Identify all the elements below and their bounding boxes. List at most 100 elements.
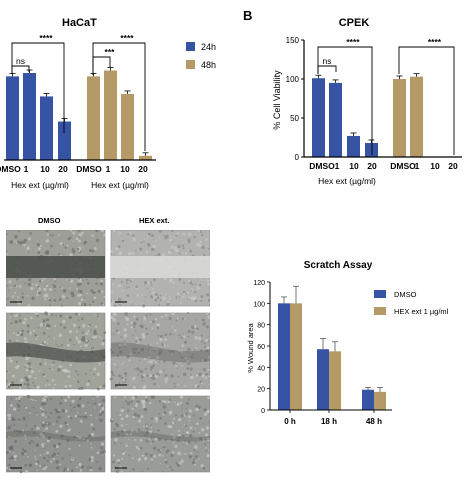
micrograph-speckle xyxy=(24,282,26,285)
cpek-tick-label: 1 xyxy=(335,161,340,171)
micrograph-speckle xyxy=(39,362,43,366)
micrograph-speckle xyxy=(188,455,192,459)
micrograph-speckle xyxy=(81,404,85,408)
micrograph-speckle xyxy=(173,236,175,239)
micrograph-speckle xyxy=(174,421,177,424)
cpek-tick-label: 20 xyxy=(448,161,458,171)
micrograph-speckle xyxy=(44,343,46,345)
micrograph-speckle xyxy=(180,336,183,339)
micrograph-speckle xyxy=(26,364,29,367)
micrograph-speckle xyxy=(84,372,87,375)
micrograph-speckle xyxy=(205,338,209,342)
micrograph-speckle xyxy=(177,383,180,386)
micrograph-speckle xyxy=(134,347,138,351)
micrograph-speckle xyxy=(69,460,72,463)
micrograph-speckle xyxy=(57,415,61,419)
micrograph-speckle xyxy=(205,376,208,379)
micrograph-speckle xyxy=(17,418,21,422)
micrograph-speckle xyxy=(154,437,158,441)
micrograph-speckle xyxy=(46,233,49,236)
micrograph-speckle xyxy=(101,342,105,346)
micrograph-speckle xyxy=(37,327,40,329)
micrograph-speckle xyxy=(55,429,59,433)
micrograph-speckle xyxy=(117,331,121,335)
micrograph-2-dmso xyxy=(4,311,107,391)
micrograph-speckle xyxy=(46,379,49,382)
micrograph-speckle xyxy=(191,288,194,291)
micrograph-speckle xyxy=(184,252,188,255)
micrograph-speckle xyxy=(110,316,114,320)
micrograph-speckle xyxy=(52,457,55,460)
micrograph-speckle xyxy=(144,296,147,298)
micrograph-speckle xyxy=(195,450,197,452)
micrograph-speckle xyxy=(167,424,172,429)
micrograph-speckle xyxy=(36,426,40,431)
micrograph-speckle xyxy=(41,399,44,402)
micrograph-speckle xyxy=(202,437,205,440)
micrograph-speckle xyxy=(186,407,188,409)
micrograph-speckle xyxy=(75,312,78,316)
micrograph-speckle xyxy=(171,451,175,455)
micrograph-speckle xyxy=(39,244,42,247)
micrograph-speckle xyxy=(42,408,44,411)
micrograph-speckle xyxy=(187,240,191,244)
micrograph-speckle xyxy=(128,438,130,440)
micrograph-speckle xyxy=(120,376,124,380)
micrograph-speckle xyxy=(34,425,37,428)
hacat-bar-0-3 xyxy=(58,121,71,160)
micrograph-speckle xyxy=(175,296,178,298)
scratch-legend-label: DMSO xyxy=(394,290,417,299)
micrograph-speckle xyxy=(164,460,168,464)
micrograph-speckle xyxy=(145,427,149,430)
micrograph-speckle xyxy=(14,235,18,239)
micrograph-speckle xyxy=(201,374,205,378)
micrograph-speckle xyxy=(19,241,23,245)
micrograph-speckle xyxy=(140,415,144,419)
micrograph-speckle xyxy=(36,314,39,318)
micrograph-speckle xyxy=(68,454,71,456)
micrograph-speckle xyxy=(149,368,152,371)
micrograph-speckle xyxy=(127,252,132,256)
micrograph-speckle xyxy=(173,382,176,385)
micrograph-speckle xyxy=(21,451,24,455)
micrograph-speckle xyxy=(129,352,133,356)
micrograph-speckle xyxy=(100,439,103,441)
scratch-y-tick-label: 100 xyxy=(253,301,265,308)
micrograph-speckle xyxy=(118,343,122,347)
micrograph-speckle xyxy=(116,432,120,436)
micrograph-speckle xyxy=(18,319,22,323)
micrograph-speckle xyxy=(184,413,188,416)
micrograph-speckle xyxy=(188,419,191,422)
micrograph-speckle xyxy=(66,468,70,471)
micrograph-speckle xyxy=(18,408,20,411)
micrograph-speckle xyxy=(140,303,143,305)
micrograph-speckle xyxy=(55,420,59,423)
micrograph-speckle xyxy=(21,448,25,451)
micrograph-speckle xyxy=(93,367,97,371)
micrograph-speckle xyxy=(47,455,50,457)
micrograph-speckle xyxy=(94,325,98,328)
micrograph-speckle xyxy=(126,409,130,412)
micrograph-speckle xyxy=(113,363,116,366)
micrograph-speckle xyxy=(110,300,112,302)
micrograph-speckle xyxy=(192,414,195,417)
micrograph-speckle xyxy=(197,451,199,453)
micrograph-speckle xyxy=(138,419,142,423)
micrograph-speckle xyxy=(8,463,11,467)
hacat-sig-bracket xyxy=(11,42,65,133)
micrograph-speckle xyxy=(112,318,116,322)
micrograph-speckle xyxy=(102,450,106,454)
micrograph-speckle xyxy=(187,347,191,351)
micrograph-speckle xyxy=(168,316,172,320)
micrograph-speckle xyxy=(15,278,18,281)
micrograph-speckle xyxy=(150,437,153,440)
micrograph-speckle xyxy=(190,451,193,455)
scratch-bar-1-2 xyxy=(374,391,386,410)
micrograph-speckle xyxy=(34,311,39,315)
micrograph-speckle xyxy=(92,403,94,405)
micrograph-speckle xyxy=(123,339,126,342)
micrograph-speckle xyxy=(206,346,210,350)
cpek-y-tick-label: 0 xyxy=(295,153,300,162)
micrograph-speckle xyxy=(92,395,94,397)
